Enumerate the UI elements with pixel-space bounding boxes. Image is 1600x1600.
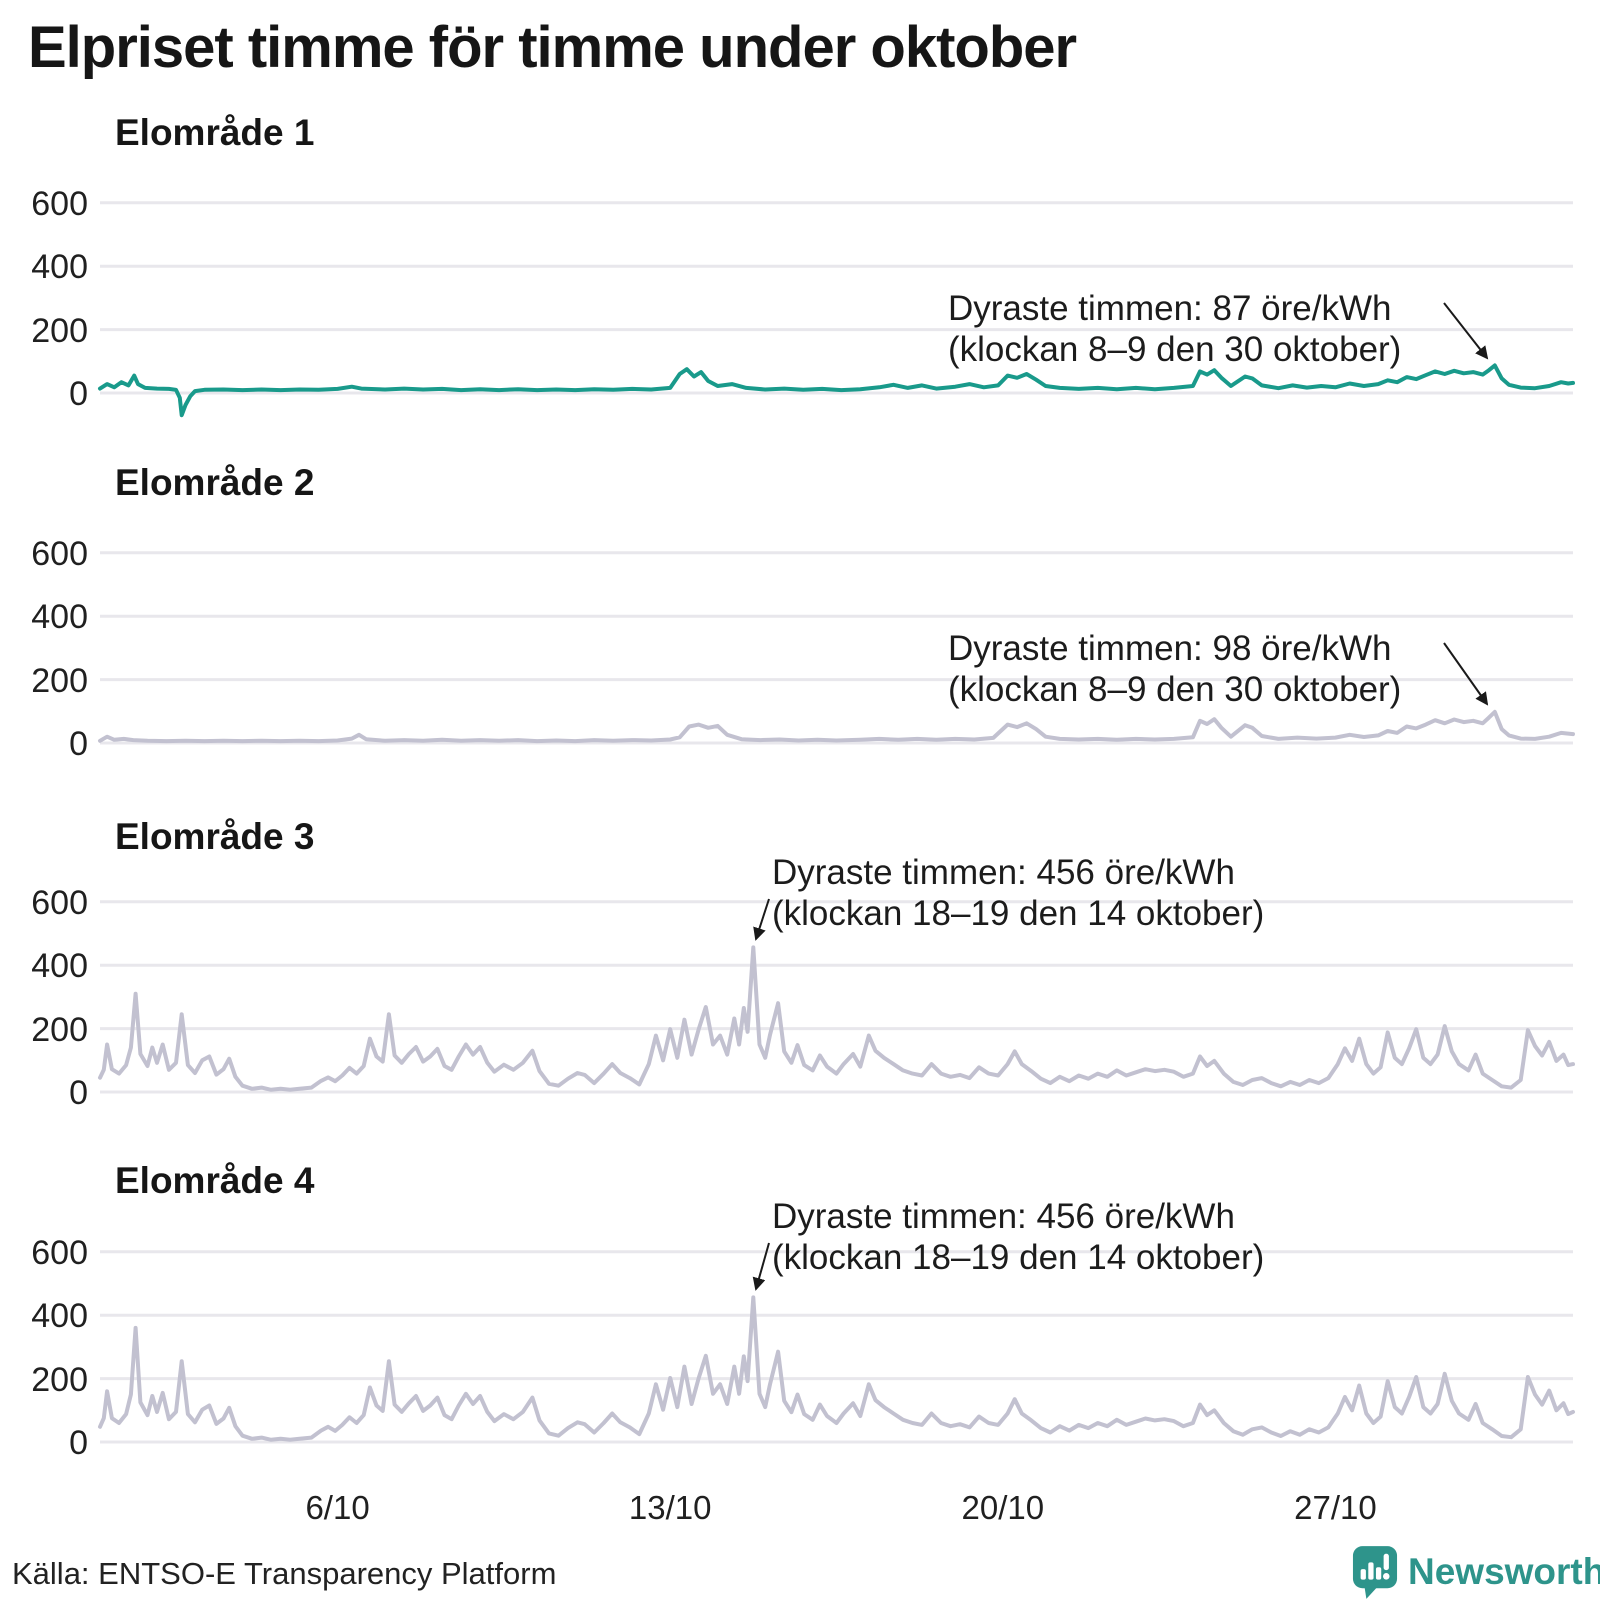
y-tick-label: 200: [31, 1010, 88, 1049]
panel-title: Elområde 3: [115, 816, 315, 857]
y-tick-label: 400: [31, 1297, 88, 1336]
panel-title: Elområde 2: [115, 462, 315, 503]
price-line-elområde-3: [98, 945, 1575, 1092]
y-tick-label: 400: [31, 947, 88, 986]
panel-title: Elområde 1: [115, 112, 315, 153]
y-tick-label: 200: [31, 1360, 88, 1399]
y-tick-label: 0: [69, 375, 88, 413]
x-tick-label: 20/10: [961, 1489, 1045, 1526]
y-tick-label: 600: [31, 1233, 88, 1272]
price-line-elområde-1: [98, 363, 1575, 418]
annotation-arrow: [1443, 302, 1489, 360]
source-caption: Källa: ENTSO-E Transparency Platform: [12, 1556, 557, 1591]
annotation-line2: (klockan 18–19 den 14 oktober): [772, 1238, 1265, 1277]
price-line-elområde-2: [98, 709, 1575, 744]
annotation-line1: Dyraste timmen: 456 öre/kWh: [772, 1197, 1235, 1236]
y-tick-label: 200: [31, 661, 88, 700]
y-tick-label: 400: [31, 598, 88, 637]
annotation-line1: Dyraste timmen: 98 öre/kWh: [948, 629, 1392, 668]
annotation-line2: (klockan 18–19 den 14 oktober): [772, 894, 1265, 933]
x-tick-label: 6/10: [305, 1489, 370, 1526]
x-tick-label: 13/10: [628, 1489, 712, 1526]
annotation-arrow: [1443, 642, 1489, 706]
annotation-line1: Dyraste timmen: 87 öre/kWh: [948, 289, 1392, 328]
annotation-arrow: [753, 898, 770, 941]
y-tick-label: 600: [31, 184, 88, 223]
y-tick-label: 0: [69, 1074, 88, 1112]
newsworthy-logo-icon: [1352, 1546, 1398, 1599]
price-line-elområde-4: [98, 1295, 1575, 1442]
panel-title: Elområde 4: [115, 1160, 315, 1201]
y-tick-label: 200: [31, 311, 88, 350]
newsworthy-wordmark: Newsworthy: [1408, 1551, 1600, 1592]
annotation-line1: Dyraste timmen: 456 öre/kWh: [772, 853, 1235, 892]
annotation-arrow: [752, 1242, 770, 1291]
y-tick-label: 400: [31, 248, 88, 287]
annotation-line2: (klockan 8–9 den 30 oktober): [948, 330, 1402, 369]
y-tick-label: 0: [69, 1424, 88, 1462]
y-tick-label: 600: [31, 534, 88, 573]
y-tick-label: 0: [69, 725, 88, 763]
x-tick-label: 27/10: [1294, 1489, 1377, 1526]
y-tick-label: 600: [31, 883, 88, 922]
annotation-line2: (klockan 8–9 den 30 oktober): [948, 670, 1402, 709]
newsworthy-brand: Newsworthy: [1352, 1544, 1600, 1600]
page-title: Elpriset timme för timme under oktober: [28, 15, 1077, 80]
